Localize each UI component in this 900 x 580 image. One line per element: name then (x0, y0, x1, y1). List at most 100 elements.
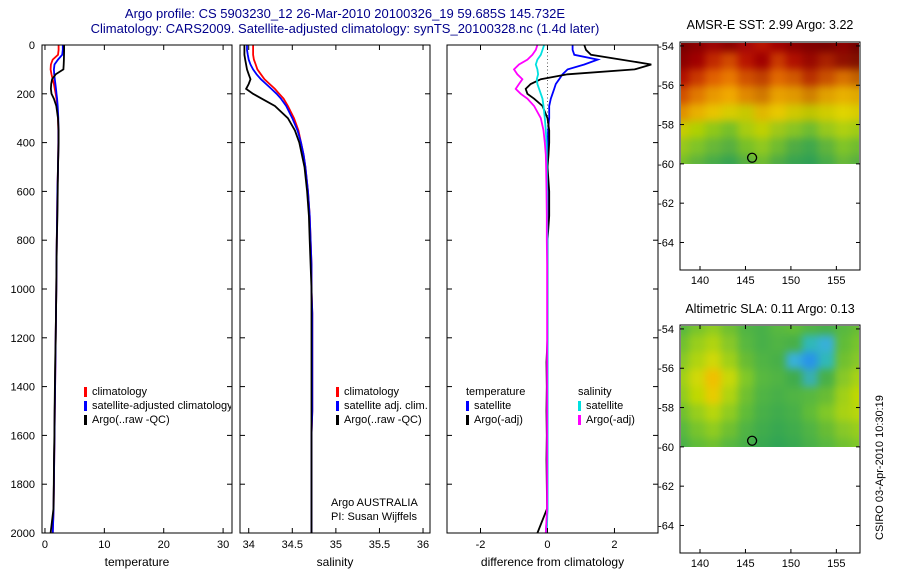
heat-cell (802, 86, 819, 104)
heat-cell (769, 352, 787, 370)
map-y-tick-label: -54 (658, 41, 674, 53)
y-tick-label: 0 (29, 40, 35, 52)
series-line-temperature-satellite (544, 45, 601, 534)
heat-cell (705, 154, 722, 164)
heat-cell (681, 154, 690, 164)
heat-cell (802, 52, 819, 70)
heat-cell (705, 43, 722, 53)
heat-cell (737, 69, 754, 87)
heat-cell (802, 43, 819, 53)
series-line-salinity-satellite (534, 44, 549, 534)
heat-cell (802, 154, 819, 164)
heat-cell (834, 43, 851, 53)
heat-cell (834, 352, 851, 370)
map-x-tick-label: 140 (691, 275, 709, 287)
x-tick-label: 20 (158, 539, 170, 551)
x-axis-label-difference-from-climatology: difference from climatology (481, 555, 624, 569)
heat-cell (689, 386, 706, 404)
map-y-tick-label: -64 (658, 520, 674, 532)
heat-cell (753, 137, 770, 155)
heat-cell (721, 86, 738, 104)
heat-cell (689, 103, 706, 121)
heat-cell (737, 386, 754, 404)
annotation-line1: Argo AUSTRALIA (331, 497, 418, 509)
x-tick-label: 0 (42, 539, 48, 551)
heat-cell (737, 437, 754, 447)
heat-cell (786, 120, 803, 138)
x-tick-label: 35.5 (369, 539, 390, 551)
heat-cell (705, 420, 722, 438)
heat-cell (737, 403, 754, 421)
heat-cell (802, 335, 819, 353)
heat-cell (689, 120, 706, 138)
heat-cell (737, 52, 754, 70)
heat-cell (786, 137, 803, 155)
heat-cell (786, 43, 803, 53)
heat-cell (681, 103, 690, 121)
figure-title-line2: Climatology: CARS2009. Satellite-adjuste… (90, 21, 600, 36)
temperature-panel-legend: climatology satellite-adjusted climatolog… (84, 385, 231, 427)
heat-cell (818, 420, 835, 438)
legend-item-satellite-adjusted-climatology: satellite-adjusted climatology (84, 399, 231, 413)
heat-cell (721, 52, 738, 70)
heat-cell (802, 137, 819, 155)
heat-cell (689, 137, 706, 155)
legend-label: climatology (344, 386, 400, 398)
heat-cell (834, 52, 851, 70)
heat-cell (689, 69, 706, 87)
heat-cell (850, 103, 859, 121)
legend-marker (466, 401, 469, 411)
heat-cell (818, 352, 835, 370)
heat-cell (705, 403, 722, 421)
heat-cell (705, 103, 722, 121)
heat-cell (689, 403, 706, 421)
legend-marker (84, 387, 87, 397)
heat-cell (834, 137, 851, 155)
sla-map-title: Altimetric SLA: 0.11 Argo: 0.13 (685, 302, 855, 316)
map-y-tick-label: -62 (658, 198, 674, 210)
heat-cell (681, 326, 690, 336)
y-tick-label: 1400 (11, 382, 35, 394)
panel-border-temperature-profile (41, 44, 233, 534)
legend-label: Argo(-adj) (586, 414, 635, 426)
map-x-tick-label: 145 (736, 275, 754, 287)
heat-cell (721, 403, 738, 421)
heat-cell (769, 86, 787, 104)
heat-cell (802, 120, 819, 138)
heat-cell (802, 420, 819, 438)
heat-cell (769, 386, 787, 404)
heat-cell (737, 103, 754, 121)
map-y-tick-label: -58 (658, 120, 674, 132)
heat-cell (753, 52, 770, 70)
annotation-line2: PI: Susan Wijffels (331, 511, 417, 523)
legend-marker (466, 415, 469, 425)
heat-cell (786, 386, 803, 404)
series-line-argo-raw-qc (49, 45, 65, 534)
heat-cell (802, 352, 819, 370)
y-tick-label: 1800 (11, 479, 35, 491)
heat-cell (786, 154, 803, 164)
map-y-tick-label: -64 (658, 237, 674, 249)
legend-marker (84, 401, 87, 411)
heat-cell (834, 154, 851, 164)
heat-cell (786, 369, 803, 387)
heat-cell (721, 335, 738, 353)
heat-cell (850, 352, 859, 370)
heat-cell (850, 335, 859, 353)
heat-cell (834, 437, 851, 447)
heat-cell (753, 369, 770, 387)
x-axis-label-salinity-profile: salinity (317, 555, 354, 569)
heat-cell (753, 103, 770, 121)
heat-cell (721, 369, 738, 387)
heat-cell (753, 352, 770, 370)
heat-cell (681, 69, 690, 87)
heat-cell (753, 335, 770, 353)
sst-heatmap (681, 43, 859, 164)
legend-label: satellite (586, 400, 624, 412)
heat-cell (689, 86, 706, 104)
heat-cell (834, 335, 851, 353)
heat-cell (850, 43, 859, 53)
map-x-tick-label: 145 (736, 558, 754, 570)
heat-cell (818, 335, 835, 353)
